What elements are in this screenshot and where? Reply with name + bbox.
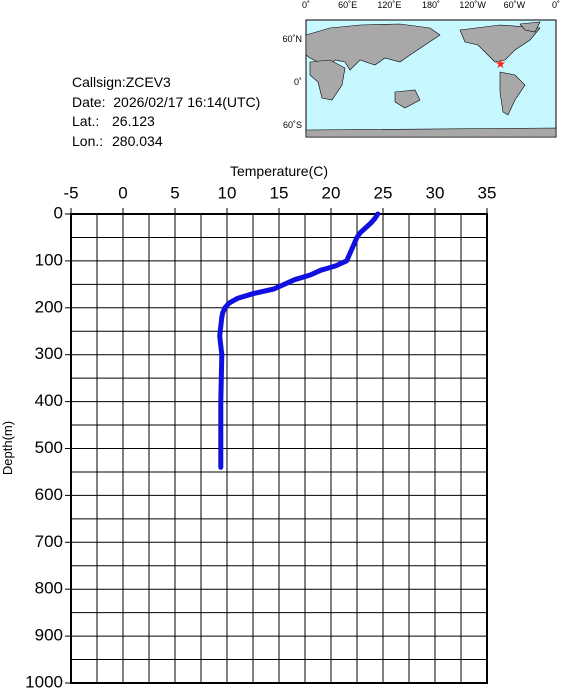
y-tick-label: 1000 — [25, 672, 63, 690]
x-tick-label: 30 — [426, 183, 445, 202]
callsign: Callsign:ZCEV3 — [72, 74, 171, 90]
y-tick-label: 700 — [35, 532, 63, 551]
map-lon-label: 120˚W — [459, 0, 486, 10]
y-tick-label: 900 — [35, 626, 63, 645]
x-tick-label: -5 — [63, 183, 78, 202]
x-tick-label: 5 — [170, 183, 179, 202]
map-lon-label: 120˚E — [377, 0, 401, 10]
map-lat-label: 60˚N — [282, 34, 302, 44]
y-tick-label: 300 — [35, 344, 63, 363]
y-tick-label: 400 — [35, 391, 63, 410]
y-tick-label: 800 — [35, 579, 63, 598]
date: Date: 2026/02/17 16:14(UTC) — [72, 94, 260, 110]
x-tick-label: 10 — [218, 183, 237, 202]
map-lon-label: 0˚ — [302, 0, 310, 10]
y-tick-label: 0 — [54, 203, 63, 222]
x-tick-label: 15 — [270, 183, 289, 202]
map-lon-label: 180˚ — [422, 0, 440, 10]
y-tick-label: 100 — [35, 250, 63, 269]
x-tick-label: 20 — [322, 183, 341, 202]
map-land — [305, 21, 557, 138]
map-lon-label: 60˚W — [504, 0, 526, 10]
y-tick-label: 500 — [35, 438, 63, 457]
world-map — [305, 19, 557, 138]
map-lon-label: 0˚ — [552, 0, 560, 10]
x-axis-title: Temperature(C) — [230, 163, 328, 179]
map-lat-label: 60˚S — [283, 120, 302, 130]
profile-line — [217, 211, 381, 470]
location-marker — [495, 59, 506, 68]
lat-label: Lat.: — [72, 113, 99, 129]
y-axis-title: Depth(m) — [0, 421, 15, 475]
x-tick-label: 35 — [478, 183, 497, 202]
map-lat-label: 0˚ — [294, 77, 302, 87]
lon-value: 280.034 — [112, 133, 163, 149]
y-tick-label: 200 — [35, 297, 63, 316]
lon-label: Lon.: — [72, 133, 103, 149]
map-lon-label: 60˚E — [338, 0, 357, 10]
x-tick-label: 0 — [118, 183, 127, 202]
x-tick-label: 25 — [374, 183, 393, 202]
lat-value: 26.123 — [112, 113, 155, 129]
y-tick-label: 600 — [35, 485, 63, 504]
